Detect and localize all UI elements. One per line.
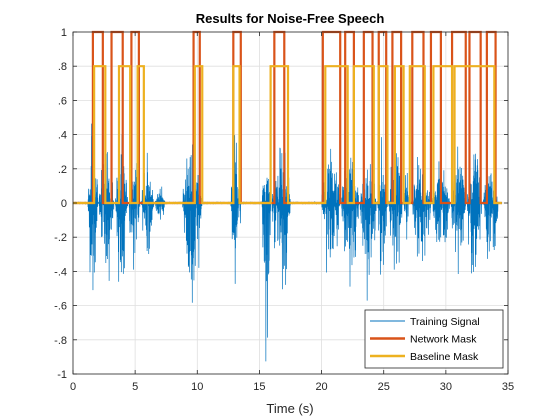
x-tick-label: 25 — [378, 381, 390, 393]
x-tick-label: 20 — [315, 381, 327, 393]
y-tick-label: 1 — [61, 27, 67, 39]
legend-label: Baseline Mask — [410, 351, 479, 363]
y-tick-label: -.4 — [54, 266, 67, 278]
x-tick-label: 35 — [502, 381, 514, 393]
legend-label: Network Mask — [410, 334, 477, 346]
y-tick-label: -1 — [57, 369, 67, 381]
y-tick-label: .2 — [58, 164, 67, 176]
legend: Training Signal Network Mask Baseline Mask — [364, 309, 504, 369]
chart-title: Results for Noise-Free Speech — [196, 11, 385, 26]
baseline-mask-line — [73, 65, 502, 205]
x-tick-label: 5 — [132, 381, 138, 393]
y-tick-label: -.8 — [54, 335, 67, 347]
y-tick-label: -.2 — [54, 232, 67, 244]
y-tick-label: .6 — [58, 95, 67, 107]
axis-ticks: 0 5 10 15 20 25 30 35 -1 -.8 -.6 -.4 -.2 0 .2 .4 .6 .8 1 — [54, 27, 514, 393]
x-axis-label: Time (s) — [266, 401, 313, 416]
x-tick-label: 0 — [70, 381, 76, 393]
y-tick-label: 0 — [61, 198, 67, 210]
x-tick-label: 15 — [253, 381, 265, 393]
x-tick-label: 10 — [191, 381, 203, 393]
x-tick-label: 30 — [440, 381, 452, 393]
y-tick-label: -.6 — [54, 301, 67, 313]
y-tick-label: .8 — [58, 61, 67, 73]
y-tick-label: .4 — [58, 130, 67, 142]
legend-label: Training Signal — [410, 316, 480, 328]
